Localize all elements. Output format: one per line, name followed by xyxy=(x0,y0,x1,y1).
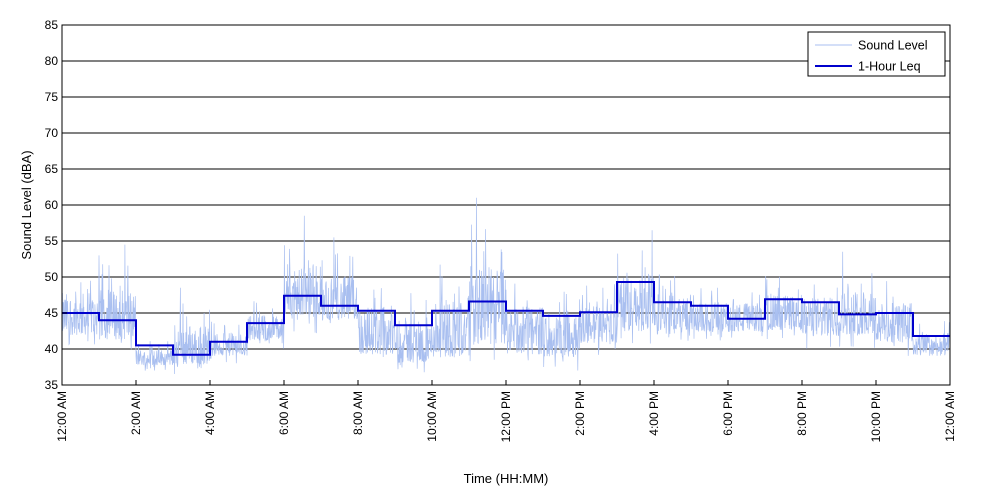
x-tick-label: 4:00 AM xyxy=(203,391,217,435)
x-tick-label: 12:00 PM xyxy=(499,391,513,442)
leq-series xyxy=(62,281,950,356)
x-tick-label: 10:00 AM xyxy=(425,391,439,442)
y-tick-label: 85 xyxy=(45,18,59,32)
x-tick-label: 4:00 PM xyxy=(647,391,661,436)
leq-step-line xyxy=(62,281,950,356)
sound-level-line xyxy=(61,197,950,375)
legend-label-sound-level: Sound Level xyxy=(858,39,928,53)
x-tick-label: 8:00 AM xyxy=(351,391,365,435)
y-tick-label: 40 xyxy=(45,342,59,356)
legend-label-leq: 1-Hour Leq xyxy=(858,60,921,74)
y-axis-label: Sound Level (dBA) xyxy=(19,150,34,259)
x-axis-label: Time (HH:MM) xyxy=(464,471,549,486)
x-tick-label: 12:00 AM xyxy=(943,391,957,442)
y-tick-label: 35 xyxy=(45,378,59,392)
x-tick-label: 6:00 PM xyxy=(721,391,735,436)
y-tick-label: 60 xyxy=(45,198,59,212)
y-tick-label: 70 xyxy=(45,126,59,140)
x-axis-ticks: 12:00 AM 2:00 AM 4:00 AM 6:00 AM 8:00 AM 10:0… xyxy=(55,380,957,442)
x-tick-label: 2:00 PM xyxy=(573,391,587,436)
y-tick-label: 45 xyxy=(45,306,59,320)
y-tick-label: 80 xyxy=(45,54,59,68)
x-tick-label: 6:00 AM xyxy=(277,391,291,435)
y-tick-label: 50 xyxy=(45,270,59,284)
sound-level-series xyxy=(61,197,950,375)
legend-box xyxy=(807,31,946,77)
y-tick-label: 65 xyxy=(45,162,59,176)
legend: Sound Level 1-Hour Leq xyxy=(807,31,946,77)
x-tick-label: 10:00 PM xyxy=(869,391,883,442)
x-tick-label: 2:00 AM xyxy=(129,391,143,435)
x-tick-label: 12:00 AM xyxy=(55,391,69,442)
x-tick-label: 8:00 PM xyxy=(795,391,809,436)
y-axis-ticks: 35 40 45 50 55 60 65 70 75 80 85 xyxy=(45,18,67,392)
y-tick-label: 55 xyxy=(45,234,59,248)
y-tick-label: 75 xyxy=(45,90,59,104)
